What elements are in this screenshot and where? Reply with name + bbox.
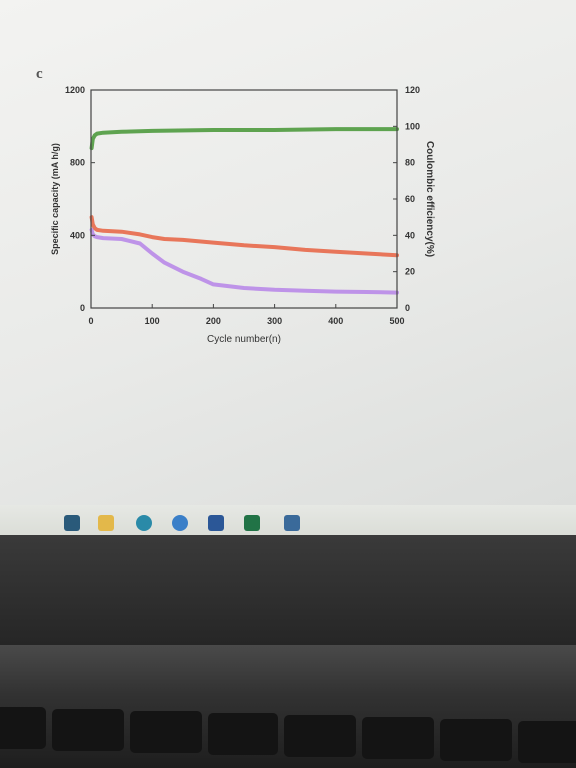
series-line-1 <box>89 127 399 151</box>
mail-icon[interactable] <box>64 515 80 531</box>
skype-icon[interactable] <box>172 515 188 531</box>
keyboard-key <box>362 717 434 759</box>
y-right-tick-label: 0 <box>405 303 410 313</box>
keyboard-key <box>0 707 46 749</box>
photos-icon[interactable] <box>284 515 300 531</box>
x-tick-label: 100 <box>145 316 160 326</box>
x-tick-label: 500 <box>389 316 404 326</box>
y-left-tick-label: 400 <box>70 230 85 240</box>
y-right-tick-label: 20 <box>405 267 415 277</box>
plot-area <box>89 127 399 295</box>
x-axis-label: Cycle number(n) <box>207 334 281 345</box>
laptop-keyboard-deck <box>0 645 576 768</box>
y-right-tick-label: 60 <box>405 194 415 204</box>
capacity-cycling-chart: Cycle number(n) Specific capacity (mA h/… <box>50 85 435 345</box>
word-icon[interactable] <box>208 515 224 531</box>
plot-frame <box>90 89 398 309</box>
laptop-bezel <box>0 535 576 645</box>
y-right-tick-label: 80 <box>405 158 415 168</box>
excel-icon[interactable] <box>244 515 260 531</box>
y-axis-right-label: Coulombic efficiency(%) <box>424 141 435 257</box>
y-right-tick-label: 40 <box>405 230 415 240</box>
x-tick-label: 300 <box>267 316 282 326</box>
x-tick-label: 400 <box>328 316 343 326</box>
keyboard-key <box>284 715 356 757</box>
y-right-tick-label: 120 <box>405 85 420 95</box>
folder-icon[interactable] <box>98 515 114 531</box>
y-right-tick-label: 100 <box>405 121 420 131</box>
keyboard-key <box>130 711 202 753</box>
edge-icon[interactable] <box>136 515 152 531</box>
x-tick-label: 0 <box>88 316 93 326</box>
y-left-tick-label: 0 <box>80 303 85 313</box>
keyboard-key <box>518 721 576 763</box>
keyboard-key <box>52 709 124 751</box>
series-line-3 <box>89 227 399 295</box>
panel-label: c <box>36 66 43 82</box>
y-left-tick-label: 800 <box>70 158 85 168</box>
y-axis-left-label: Specific capacity (mA h/g) <box>50 143 60 255</box>
x-tick-label: 200 <box>206 316 221 326</box>
keyboard-key <box>440 719 512 761</box>
monitor-screen: c Cycle number(n) Specific capacity (mA … <box>0 0 576 510</box>
y-left-tick-label: 1200 <box>65 85 85 95</box>
keyboard-key <box>208 713 278 755</box>
series-line-2 <box>89 215 399 258</box>
